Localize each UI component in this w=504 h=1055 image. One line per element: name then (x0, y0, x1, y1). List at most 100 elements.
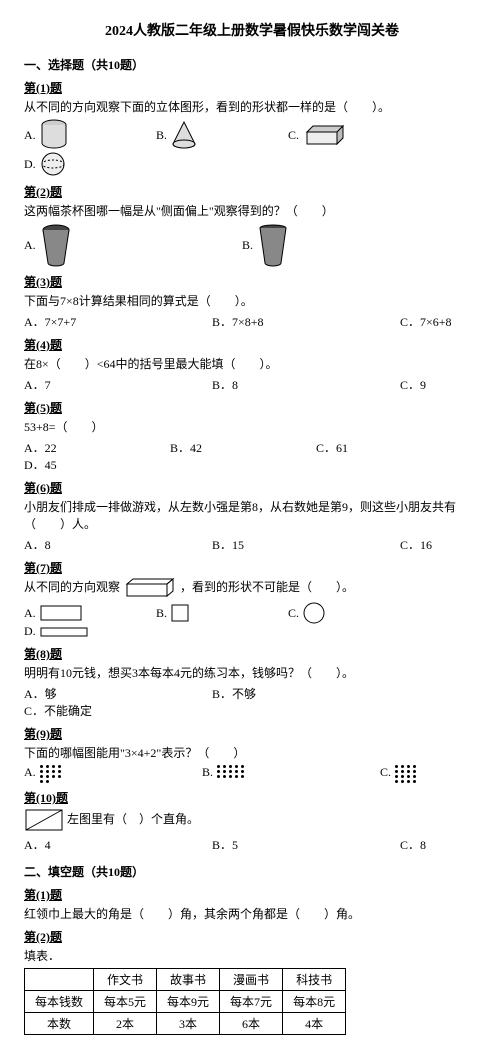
q9-opt-c: C. (380, 765, 416, 783)
q3-num: 第(3)题 (24, 273, 480, 290)
q5-opt-d: D．45 (24, 456, 57, 473)
dots-a-icon (40, 765, 61, 783)
q7-opt-b: B. (156, 602, 260, 624)
sphere-icon (40, 151, 66, 177)
q6-num: 第(6)题 (24, 479, 480, 496)
q2-opt-b: B. (242, 223, 289, 267)
table-cell: 4本 (283, 1013, 346, 1035)
cup-side-icon (257, 223, 289, 267)
q7-c-label: C. (288, 606, 299, 621)
q3-opt-a: A．7×7+7 (24, 313, 184, 330)
q7-options: A. B. C. D. (24, 602, 480, 639)
page-title: 2024人教版二年级上册数学暑假快乐数学闯关卷 (24, 20, 480, 40)
q7-num: 第(7)题 (24, 559, 480, 576)
q10-stem: 左图里有（ ）个直角。 (24, 808, 480, 832)
q7-stem-post: ，看到的形状不可能是（ ）。 (180, 580, 354, 594)
table-cell: 6本 (220, 1013, 283, 1035)
q2-stem: 这两幅茶杯图哪一幅是从"侧面偏上"观察得到的？（ ） (24, 202, 480, 219)
section-1-heading: 一、选择题（共10题） (24, 56, 480, 73)
q10-opt-b: B．5 (212, 836, 372, 853)
q1-c-label: C. (288, 128, 299, 143)
q1-opt-d: D. (24, 151, 66, 177)
q3-opt-c: C．7×6+8 (400, 313, 452, 330)
q1-d-label: D. (24, 157, 36, 172)
circle-icon (303, 602, 325, 624)
q6-opt-c: C．16 (400, 536, 432, 553)
q7-stem-pre: 从不同的方向观察 (24, 580, 120, 594)
table-cell: 2本 (94, 1013, 157, 1035)
q5-stem: 53+8=（ ） (24, 418, 480, 435)
q6-opt-b: B．15 (212, 536, 372, 553)
section-2-heading: 二、填空题（共10题） (24, 863, 480, 880)
table-cell: 每本5元 (94, 991, 157, 1013)
cuboid-icon (303, 124, 347, 146)
cone-icon (171, 120, 197, 150)
dots-c-icon (395, 765, 416, 783)
table-cell: 漫画书 (220, 969, 283, 991)
table-row: 本数 2本 3本 6本 4本 (25, 1013, 346, 1035)
table-cell: 科技书 (283, 969, 346, 991)
q10-stem-post: 左图里有（ ）个直角。 (67, 812, 199, 826)
q1-a-label: A. (24, 128, 36, 143)
rect-icon (40, 605, 82, 621)
thin-rect-icon (40, 627, 88, 637)
q7-a-label: A. (24, 606, 36, 621)
q1-b-label: B. (156, 128, 167, 143)
q2-a-label: A. (24, 238, 36, 253)
q7-opt-a: A. (24, 602, 128, 624)
q9-a-label: A. (24, 765, 36, 780)
table-cell: 故事书 (157, 969, 220, 991)
q8-stem: 明明有10元钱，想买3本每本4元的练习本，钱够吗？（ ）。 (24, 664, 480, 681)
q7-opt-d: D. (24, 624, 88, 639)
q6-options: A．8 B．15 C．16 (24, 536, 480, 553)
q12-stem: 填表． (24, 947, 480, 964)
q8-opt-a: A．够 (24, 685, 184, 702)
q2-opt-a: A. (24, 223, 214, 267)
q9-opt-a: A. (24, 765, 174, 783)
q9-c-label: C. (380, 765, 391, 780)
q8-opt-c: C．不能确定 (24, 702, 92, 719)
q1-opt-c: C. (288, 119, 392, 151)
q2-options: A. B. (24, 223, 480, 267)
q11-num: 第(1)题 (24, 886, 480, 903)
q4-opt-b: B．8 (212, 376, 372, 393)
q12-num: 第(2)题 (24, 928, 480, 945)
table-cell: 每本钱数 (25, 991, 94, 1013)
prism-inline-icon (123, 578, 177, 598)
q10-opt-a: A．4 (24, 836, 184, 853)
q10-num: 第(10)题 (24, 789, 480, 806)
q8-num: 第(8)题 (24, 645, 480, 662)
dots-b-icon (217, 765, 244, 778)
q9-stem: 下面的哪幅图能用"3×4+2"表示？（ ） (24, 744, 480, 761)
q3-stem: 下面与7×8计算结果相同的算式是（ ）。 (24, 292, 480, 309)
square-icon (171, 604, 189, 622)
triangle-diag-icon (24, 808, 64, 832)
q10-opt-c: C．8 (400, 836, 426, 853)
cylinder-icon (40, 119, 68, 151)
table-cell: 本数 (25, 1013, 94, 1035)
cup-side-upper-icon (40, 223, 72, 267)
q7-d-label: D. (24, 624, 36, 639)
q5-opt-b: B．42 (170, 439, 288, 456)
q4-opt-c: C．9 (400, 376, 426, 393)
q4-num: 第(4)题 (24, 336, 480, 353)
q9-options: A. B. C. (24, 765, 480, 783)
q9-opt-b: B. (202, 765, 352, 783)
table-cell: 每本9元 (157, 991, 220, 1013)
q8-options: A．够 B．不够 C．不能确定 (24, 685, 480, 719)
q3-options: A．7×7+7 B．7×8+8 C．7×6+8 (24, 313, 480, 330)
q11-stem: 红领巾上最大的角是（ ）角，其余两个角都是（ ）角。 (24, 905, 480, 922)
q8-opt-b: B．不够 (212, 685, 372, 702)
q6-stem: 小朋友们排成一排做游戏，从左数小强是第8，从右数她是第9，则这些小朋友共有（ ）… (24, 498, 480, 532)
table-row: 作文书 故事书 漫画书 科技书 (25, 969, 346, 991)
q9-b-label: B. (202, 765, 213, 780)
q3-opt-b: B．7×8+8 (212, 313, 372, 330)
q2-num: 第(2)题 (24, 183, 480, 200)
table-cell (25, 969, 94, 991)
q10-options: A．4 B．5 C．8 (24, 836, 480, 853)
q1-opt-b: B. (156, 119, 260, 151)
q5-opt-c: C．61 (316, 439, 434, 456)
q1-stem: 从不同的方向观察下面的立体图形，看到的形状都一样的是（ ）。 (24, 98, 480, 115)
q1-options: A. B. C. D. (24, 119, 480, 177)
q1-opt-a: A. (24, 119, 128, 151)
